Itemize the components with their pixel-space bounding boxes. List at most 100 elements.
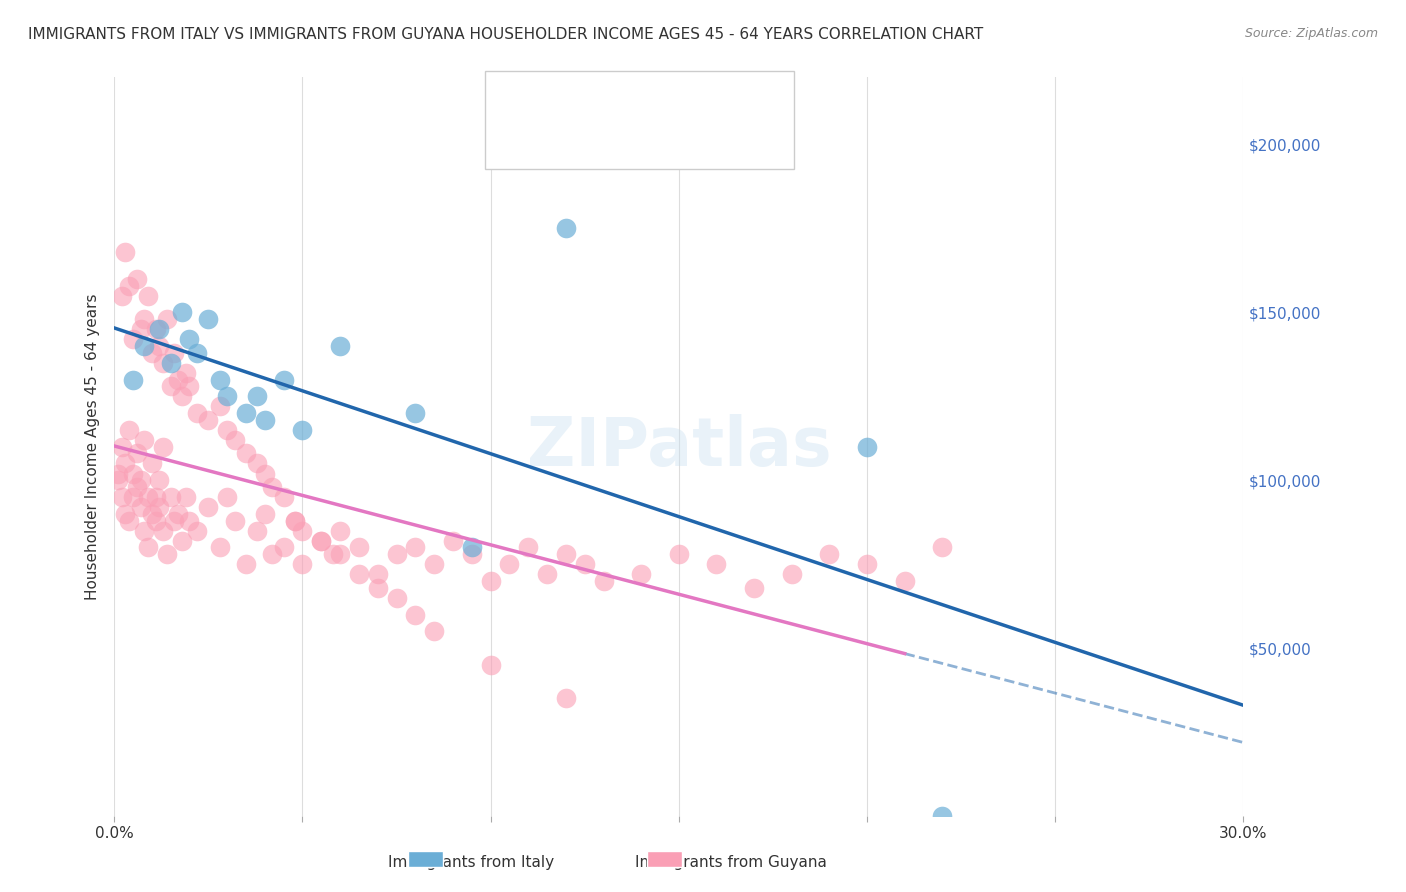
Point	[253, 413, 276, 427]
Point	[148, 500, 170, 514]
Point	[170, 389, 193, 403]
Point	[134, 524, 156, 538]
Legend: R = -0.540  N = 21, R = -0.094  N = 111: R = -0.540 N = 21, R = -0.094 N = 111	[523, 85, 734, 152]
Point	[208, 372, 231, 386]
Point	[554, 691, 576, 706]
Point	[141, 345, 163, 359]
Point	[145, 322, 167, 336]
Point	[107, 473, 129, 487]
Point	[125, 480, 148, 494]
Point	[197, 413, 219, 427]
Point	[273, 490, 295, 504]
Point	[217, 423, 239, 437]
Point	[479, 574, 502, 588]
Point	[129, 473, 152, 487]
Point	[347, 541, 370, 555]
Point	[156, 547, 179, 561]
Point	[208, 400, 231, 414]
Point	[167, 372, 190, 386]
Point	[273, 541, 295, 555]
Point	[253, 467, 276, 481]
Point	[224, 514, 246, 528]
Point	[309, 533, 332, 548]
Point	[186, 524, 208, 538]
Point	[159, 490, 181, 504]
Point	[385, 547, 408, 561]
Point	[262, 480, 284, 494]
Point	[111, 288, 134, 302]
Text: Source: ZipAtlas.com: Source: ZipAtlas.com	[1244, 27, 1378, 40]
Y-axis label: Householder Income Ages 45 - 64 years: Householder Income Ages 45 - 64 years	[86, 293, 100, 600]
Point	[931, 809, 953, 823]
Point	[179, 379, 201, 393]
Point	[385, 591, 408, 605]
Point	[148, 473, 170, 487]
Point	[246, 457, 269, 471]
Point	[148, 339, 170, 353]
Point	[235, 406, 257, 420]
Point	[186, 345, 208, 359]
Text: IMMIGRANTS FROM ITALY VS IMMIGRANTS FROM GUYANA HOUSEHOLDER INCOME AGES 45 - 64 : IMMIGRANTS FROM ITALY VS IMMIGRANTS FROM…	[28, 27, 983, 42]
Point	[706, 557, 728, 571]
Point	[136, 541, 159, 555]
Point	[148, 322, 170, 336]
Point	[291, 423, 314, 437]
Point	[367, 567, 389, 582]
Text: Immigrants from Italy: Immigrants from Italy	[388, 855, 554, 870]
Point	[114, 507, 136, 521]
Point	[152, 356, 174, 370]
Point	[517, 541, 540, 555]
Point	[125, 446, 148, 460]
Point	[163, 345, 186, 359]
Point	[186, 406, 208, 420]
Text: Immigrants from Guyana: Immigrants from Guyana	[636, 855, 827, 870]
Point	[217, 389, 239, 403]
Point	[423, 557, 446, 571]
Point	[134, 312, 156, 326]
Point	[273, 372, 295, 386]
Point	[309, 533, 332, 548]
Point	[461, 547, 484, 561]
Point	[197, 500, 219, 514]
Point	[163, 514, 186, 528]
Point	[118, 514, 141, 528]
Point	[114, 457, 136, 471]
Point	[329, 524, 352, 538]
Point	[321, 547, 343, 561]
Point	[742, 581, 765, 595]
Point	[818, 547, 841, 561]
Point	[179, 514, 201, 528]
Point	[145, 514, 167, 528]
Point	[347, 567, 370, 582]
Point	[179, 332, 201, 346]
Point	[122, 372, 145, 386]
Point	[404, 607, 426, 622]
Point	[122, 332, 145, 346]
Point	[208, 541, 231, 555]
Point	[235, 557, 257, 571]
Point	[668, 547, 690, 561]
Point	[479, 657, 502, 672]
Point	[367, 581, 389, 595]
Point	[134, 433, 156, 447]
Point	[159, 379, 181, 393]
Point	[554, 221, 576, 235]
Point	[122, 490, 145, 504]
Point	[246, 524, 269, 538]
Point	[118, 423, 141, 437]
Point	[253, 507, 276, 521]
Point	[235, 446, 257, 460]
Point	[217, 490, 239, 504]
Point	[856, 440, 879, 454]
Point	[145, 490, 167, 504]
Point	[111, 440, 134, 454]
Point	[404, 406, 426, 420]
Point	[262, 547, 284, 561]
Point	[122, 467, 145, 481]
Point	[174, 366, 197, 380]
Point	[152, 524, 174, 538]
Point	[152, 440, 174, 454]
Point	[536, 567, 558, 582]
Point	[136, 288, 159, 302]
Point	[136, 490, 159, 504]
